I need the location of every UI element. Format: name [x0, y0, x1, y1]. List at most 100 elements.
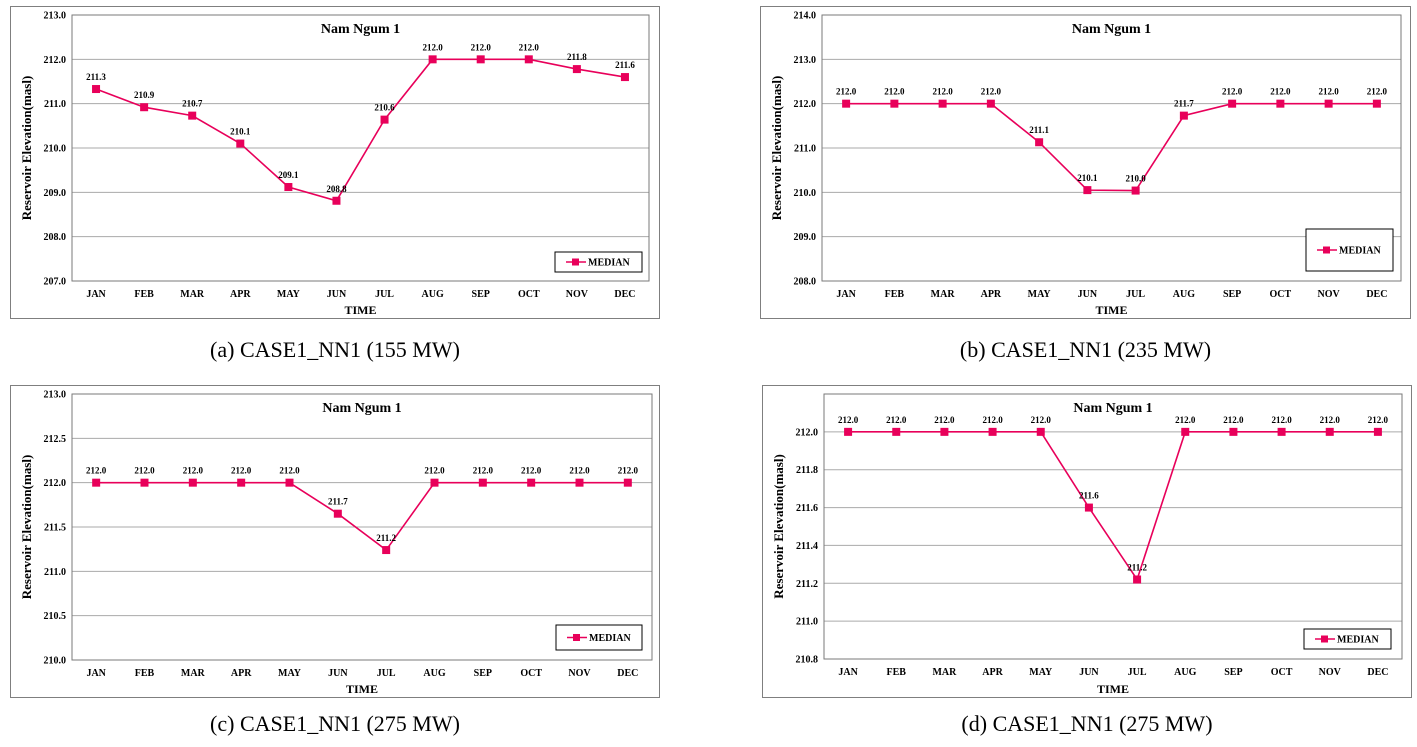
x-tick-label: MAR — [181, 668, 206, 679]
chart-panel-c: 210.0 210.5 211.0 211.5 212.0 212.5 213.0 JAN FE… — [10, 385, 660, 698]
data-label: 211.2 — [1127, 563, 1147, 573]
x-tick-label: SEP — [472, 289, 490, 300]
data-point — [1035, 138, 1044, 147]
data-point — [237, 478, 246, 487]
data-label: 212.0 — [1270, 87, 1291, 97]
x-tick-label: AUG — [1173, 289, 1195, 300]
data-label: 212.0 — [279, 466, 300, 476]
x-tick-label: MAY — [277, 289, 301, 300]
x-axis-title: TIME — [344, 303, 376, 317]
data-point — [572, 65, 581, 74]
y-tick-label: 210.8 — [796, 655, 819, 666]
data-point — [236, 139, 245, 148]
x-tick-label: DEC — [1366, 289, 1387, 300]
data-label: 211.8 — [567, 52, 587, 62]
data-label: 212.0 — [981, 87, 1002, 97]
data-point — [1373, 427, 1382, 436]
x-tick-label: APR — [231, 668, 252, 679]
x-tick-label: FEB — [887, 667, 907, 678]
data-point — [382, 546, 391, 555]
y-tick-label: 207.0 — [44, 277, 67, 288]
chart-title: Nam Ngum 1 — [321, 22, 400, 37]
data-point — [890, 99, 899, 108]
x-tick-label: JUN — [328, 668, 348, 679]
data-label: 212.0 — [838, 415, 859, 425]
x-tick-label: FEB — [135, 668, 155, 679]
data-point — [333, 509, 342, 518]
x-tick-label: APR — [230, 289, 251, 300]
data-point — [1277, 427, 1286, 436]
y-tick-label: 211.0 — [796, 617, 818, 628]
data-label: 212.0 — [886, 415, 907, 425]
x-tick-label: NOV — [566, 289, 589, 300]
chart-panel-a: 207.0 208.0 209.0 210.0 211.0 212.0 213.0 JAN FE… — [10, 6, 660, 319]
data-label: 212.0 — [836, 87, 857, 97]
data-label: 212.0 — [86, 466, 107, 476]
y-tick-label: 211.0 — [44, 567, 66, 578]
chart-panel-b: 208.0 209.0 210.0 211.0 212.0 213.0 214.0 JAN FE… — [760, 6, 1411, 319]
y-axis-title: Reservoir Elevation(masl) — [19, 76, 34, 221]
chart-c: 210.0 210.5 211.0 211.5 212.0 212.5 213.0 JAN FE… — [10, 385, 660, 698]
data-label: 210.0 — [1126, 174, 1147, 184]
y-tick-label: 212.0 — [796, 427, 819, 438]
legend-label: MEDIAN — [1339, 246, 1381, 257]
data-point — [1228, 99, 1237, 108]
data-point — [430, 478, 439, 487]
legend-label: MEDIAN — [1337, 635, 1379, 646]
series-line — [848, 431, 1378, 582]
data-point — [1036, 427, 1045, 436]
data-point — [1181, 427, 1190, 436]
data-label: 212.0 — [183, 466, 204, 476]
data-point — [1324, 99, 1333, 108]
y-tick-label: 211.5 — [44, 523, 66, 534]
data-label: 208.8 — [326, 184, 347, 194]
x-tick-label: DEC — [1367, 667, 1388, 678]
data-point — [1325, 427, 1334, 436]
x-tick-label: JAN — [838, 667, 858, 678]
y-tick-label: 210.0 — [794, 188, 817, 199]
data-point — [1084, 503, 1093, 512]
series-line — [96, 481, 628, 552]
data-label: 211.1 — [1029, 125, 1049, 135]
caption-b: (b) CASE1_NN1 (235 MW) — [959, 337, 1212, 362]
x-tick-label: JUL — [377, 668, 396, 679]
data-point — [892, 427, 901, 436]
x-tick-label: NOV — [1318, 289, 1341, 300]
x-tick-label: MAY — [1029, 667, 1053, 678]
x-tick-label: OCT — [1271, 667, 1293, 678]
data-point — [285, 478, 294, 487]
chart-frame — [760, 6, 1411, 319]
y-tick-label: 211.0 — [44, 99, 66, 110]
x-tick-label: SEP — [474, 668, 492, 679]
data-label: 212.0 — [1031, 415, 1052, 425]
chart-frame — [762, 385, 1412, 698]
chart-panel-d: 210.8 211.0 211.2 211.4 211.6 211.8 212.0 JAN FE… — [762, 385, 1412, 698]
x-tick-label: OCT — [1270, 289, 1292, 300]
data-label: 211.3 — [86, 72, 106, 82]
y-tick-label: 212.5 — [44, 434, 67, 445]
series-line — [95, 58, 626, 202]
y-tick-label: 211.0 — [794, 144, 816, 155]
x-axis-title: TIME — [1095, 303, 1127, 317]
plot-area — [71, 14, 650, 282]
data-label: 212.0 — [424, 466, 445, 476]
data-point — [524, 55, 533, 64]
y-tick-label: 214.0 — [794, 11, 817, 22]
y-tick-label: 210.0 — [44, 656, 67, 667]
x-tick-label: OCT — [518, 289, 540, 300]
chart-title: Nam Ngum 1 — [322, 401, 401, 416]
data-label: 212.0 — [1368, 415, 1389, 425]
data-label: 211.2 — [376, 533, 396, 543]
y-tick-label: 212.0 — [794, 99, 817, 110]
y-tick-label: 213.0 — [794, 55, 817, 66]
x-tick-label: SEP — [1223, 289, 1241, 300]
y-tick-label: 213.0 — [44, 390, 67, 401]
data-label: 212.0 — [473, 466, 494, 476]
x-tick-label: JUN — [1078, 289, 1098, 300]
chart-a: 207.0 208.0 209.0 210.0 211.0 212.0 213.0 JAN FE… — [10, 6, 660, 319]
data-label: 212.0 — [519, 42, 540, 52]
data-point — [1083, 186, 1092, 195]
x-tick-label: JUL — [1128, 667, 1147, 678]
chart-frame — [10, 385, 660, 698]
x-tick-label: JUL — [375, 289, 394, 300]
